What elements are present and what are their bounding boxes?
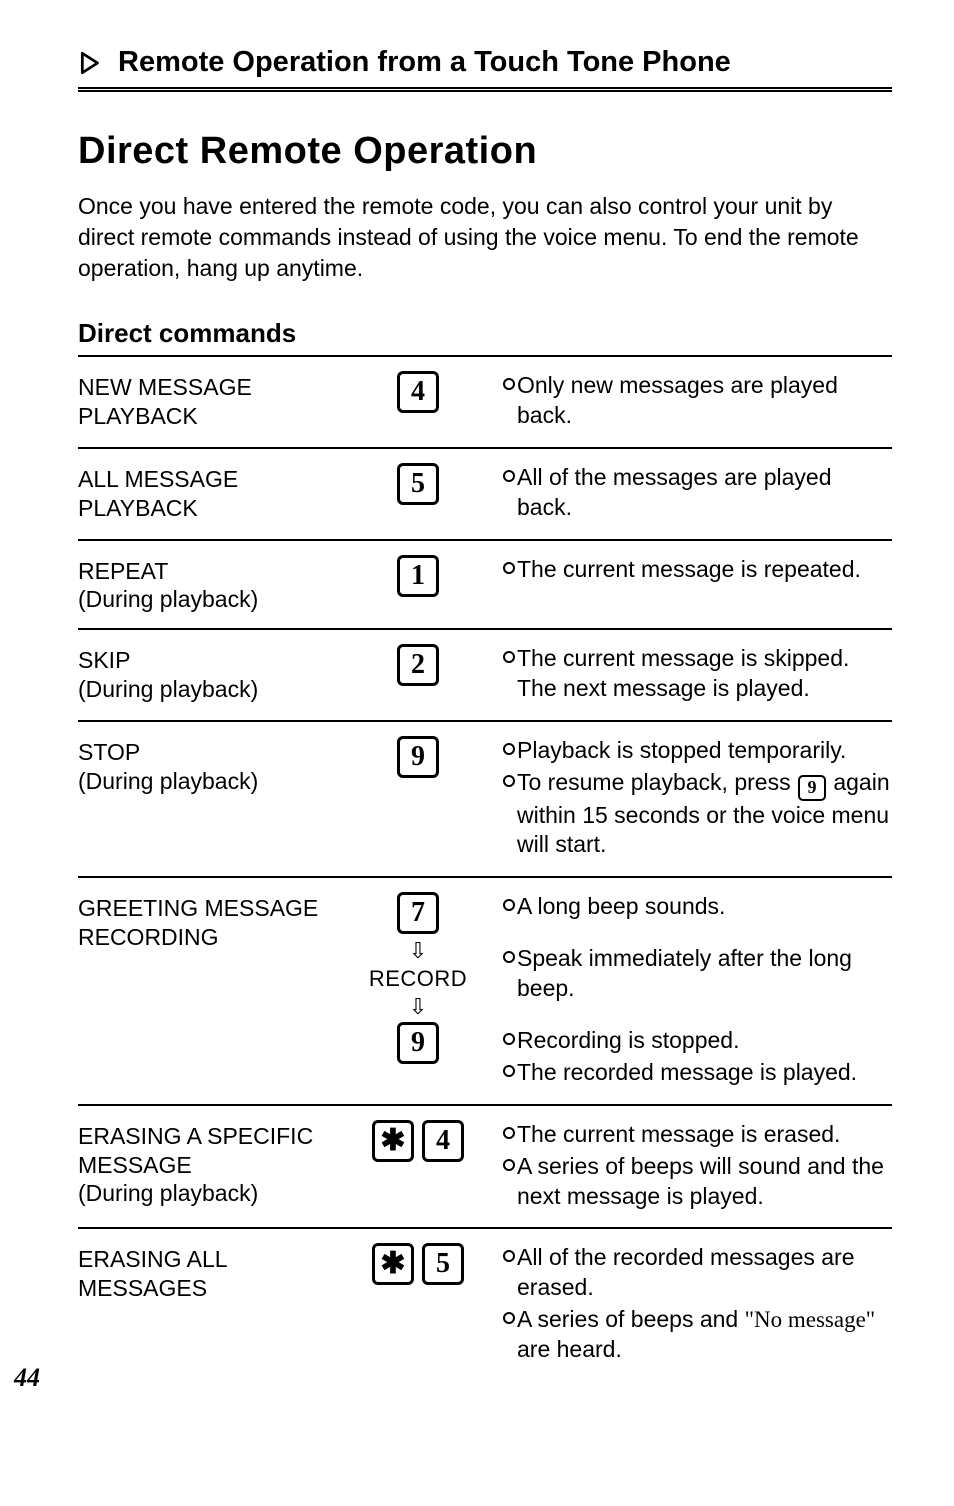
key-4: 4: [422, 1120, 464, 1162]
table-row: STOP (During playback) 9 Playback is sto…: [78, 722, 892, 878]
command-desc: All of the recorded messages are erased.…: [503, 1243, 892, 1367]
bullet-item: Only new messages are played back.: [503, 371, 892, 431]
record-label: RECORD: [369, 966, 467, 992]
key-9-inline: 9: [798, 775, 826, 801]
command-desc: All of the messages are played back.: [503, 463, 892, 525]
key-7: 7: [397, 892, 439, 934]
key-5: 5: [397, 463, 439, 505]
bullet-item: Recording is stopped.: [503, 1026, 892, 1056]
bullet-item: Speak immediately after the long beep.: [503, 944, 892, 1004]
key-star: ✱: [372, 1243, 414, 1285]
page-header: Remote Operation from a Touch Tone Phone: [78, 46, 892, 92]
key-9: 9: [397, 1022, 439, 1064]
intro-text: Once you have entered the remote code, y…: [78, 191, 892, 284]
bullet-item: A series of beeps and "No message" are h…: [503, 1305, 892, 1365]
command-label: ALL MESSAGE PLAYBACK: [78, 463, 333, 523]
key-star: ✱: [372, 1120, 414, 1162]
command-desc: Playback is stopped temporarily. To resu…: [503, 736, 892, 862]
command-keys: 7 ⇩ RECORD ⇩ 9: [343, 892, 493, 1064]
commands-table: NEW MESSAGE PLAYBACK 4 Only new messages…: [78, 355, 892, 1381]
command-desc: Only new messages are played back.: [503, 371, 892, 433]
command-label: REPEAT (During playback): [78, 555, 333, 615]
down-arrow-icon: ⇩: [409, 996, 427, 1018]
bullet-item: All of the messages are played back.: [503, 463, 892, 523]
key-9: 9: [397, 736, 439, 778]
command-label: SKIP (During playback): [78, 644, 333, 704]
command-keys: 4: [343, 371, 493, 413]
table-row: REPEAT (During playback) 1 The current m…: [78, 541, 892, 631]
command-label: ERASING ALL MESSAGES: [78, 1243, 333, 1303]
table-row: SKIP (During playback) 2 The current mes…: [78, 630, 892, 722]
bullet-item: A series of beeps will sound and the nex…: [503, 1152, 892, 1212]
command-keys: 9: [343, 736, 493, 778]
table-row: ERASING A SPECIFIC MESSAGE (During playb…: [78, 1106, 892, 1230]
page-number: 44: [14, 1363, 40, 1393]
header-title: Remote Operation from a Touch Tone Phone: [118, 46, 731, 79]
command-keys: 2: [343, 644, 493, 686]
chevron-right-icon: [78, 50, 104, 76]
section-subhead: Direct commands: [78, 318, 892, 349]
command-keys: 1: [343, 555, 493, 597]
command-keys: 5: [343, 463, 493, 505]
command-keys: ✱ 5: [343, 1243, 493, 1285]
table-row: ERASING ALL MESSAGES ✱ 5 All of the reco…: [78, 1229, 892, 1381]
page: Remote Operation from a Touch Tone Phone…: [0, 0, 954, 1401]
key-5: 5: [422, 1243, 464, 1285]
bullet-item: The current message is erased.: [503, 1120, 892, 1150]
down-arrow-icon: ⇩: [409, 940, 427, 962]
key-1: 1: [397, 555, 439, 597]
table-row: GREETING MESSAGE RECORDING 7 ⇩ RECORD ⇩ …: [78, 878, 892, 1105]
command-label: STOP (During playback): [78, 736, 333, 796]
bullet-item: Playback is stopped temporarily.: [503, 736, 892, 766]
table-row: ALL MESSAGE PLAYBACK 5 All of the messag…: [78, 449, 892, 541]
main-title: Direct Remote Operation: [78, 130, 892, 173]
command-label: ERASING A SPECIFIC MESSAGE (During playb…: [78, 1120, 333, 1208]
bullet-item: The current message is repeated.: [503, 555, 892, 585]
command-desc: The current message is repeated.: [503, 555, 892, 587]
table-row: NEW MESSAGE PLAYBACK 4 Only new messages…: [78, 357, 892, 449]
bullet-item: The current message is skipped.The next …: [503, 644, 892, 704]
command-label: NEW MESSAGE PLAYBACK: [78, 371, 333, 431]
command-keys: ✱ 4: [343, 1120, 493, 1162]
command-label: GREETING MESSAGE RECORDING: [78, 892, 333, 952]
key-2: 2: [397, 644, 439, 686]
command-desc: The current message is skipped.The next …: [503, 644, 892, 706]
bullet-item: All of the recorded messages are erased.: [503, 1243, 892, 1303]
command-desc: The current message is erased. A series …: [503, 1120, 892, 1214]
command-desc: A long beep sounds. Speak immediately af…: [503, 892, 892, 1089]
bullet-item: The recorded message is played.: [503, 1058, 892, 1088]
key-4: 4: [397, 371, 439, 413]
bullet-item: To resume playback, press 9 again within…: [503, 768, 892, 860]
bullet-item: A long beep sounds.: [503, 892, 892, 922]
